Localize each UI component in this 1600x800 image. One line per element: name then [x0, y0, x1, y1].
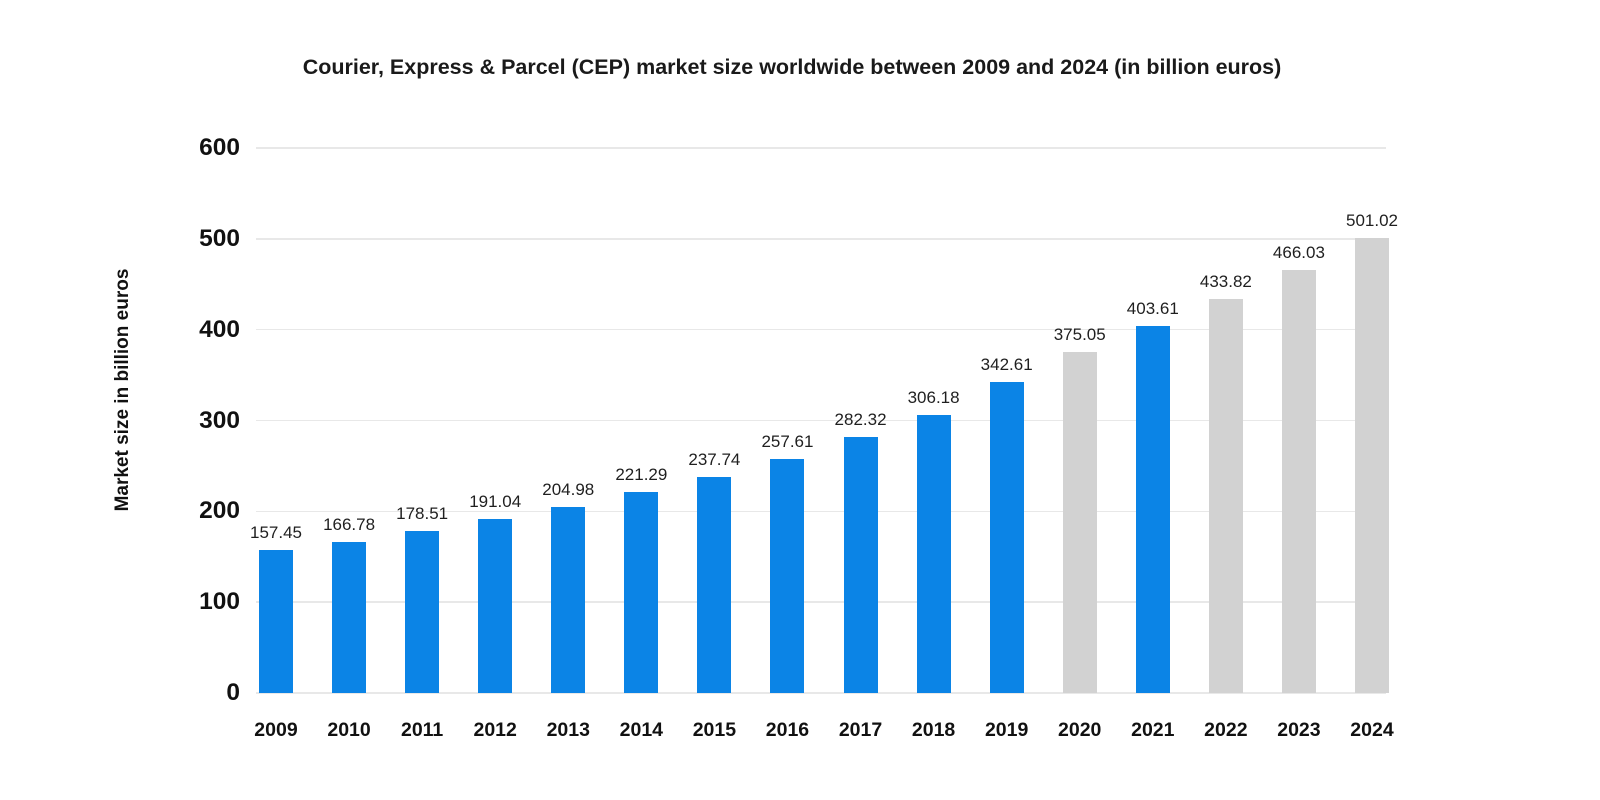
bar-2019: [989, 381, 1024, 693]
bar-2022: [1208, 298, 1243, 693]
y-tick-label-500: 500: [199, 224, 240, 252]
bar-2010: [332, 541, 367, 693]
x-tick-label-2009: 2009: [254, 719, 298, 741]
gridline-100: [256, 601, 1386, 603]
gridline-400: [256, 328, 1386, 331]
value-label-2009: 157.45: [250, 522, 302, 542]
x-tick-label-2018: 2018: [911, 719, 956, 741]
y-tick-label-200: 200: [199, 497, 240, 525]
y-tick-label-100: 100: [199, 588, 240, 616]
y-tick-label-300: 300: [199, 406, 240, 434]
value-label-2013: 204.98: [542, 479, 595, 499]
bar-2016: [770, 459, 805, 693]
x-tick-label-2020: 2020: [1058, 719, 1102, 741]
x-tick-label-2017: 2017: [838, 719, 883, 741]
x-tick-label-2023: 2023: [1277, 719, 1321, 741]
gridline-200: [256, 510, 1386, 513]
gridline-0: [256, 692, 1386, 694]
value-label-2019: 342.61: [980, 354, 1033, 374]
y-tick-label-600: 600: [199, 134, 240, 161]
value-label-2015: 237.74: [688, 450, 741, 470]
bar-2014: [624, 491, 659, 693]
value-label-2023: 466.03: [1272, 242, 1325, 262]
bar-2017: [843, 436, 878, 693]
x-tick-label-2012: 2012: [473, 719, 517, 741]
y-axis-title: Market size in billion euros: [112, 268, 133, 512]
bar-2021: [1135, 326, 1170, 693]
x-tick-label-2010: 2010: [327, 719, 371, 741]
x-tick-label-2016: 2016: [765, 719, 810, 741]
bar-2024: [1355, 237, 1389, 693]
value-label-2012: 191.04: [469, 492, 522, 512]
x-tick-label-2015: 2015: [692, 719, 737, 741]
y-tick-label-400: 400: [199, 315, 240, 343]
value-label-2022: 433.82: [1199, 271, 1252, 291]
x-tick-label-2014: 2014: [619, 719, 664, 741]
x-tick-label-2021: 2021: [1131, 719, 1175, 741]
bar-2011: [405, 530, 440, 693]
x-tick-label-2013: 2013: [546, 719, 590, 741]
value-label-2017: 282.32: [834, 409, 887, 429]
y-tick-label-0: 0: [226, 679, 240, 706]
bar-2018: [916, 414, 951, 693]
bar-2012: [478, 519, 513, 693]
value-label-2014: 221.29: [615, 464, 668, 484]
bar-2020: [1062, 352, 1097, 693]
value-label-2024: 501.02: [1346, 210, 1398, 230]
value-label-2011: 178.51: [396, 503, 449, 523]
value-label-2010: 166.78: [323, 514, 376, 534]
x-tick-label-2011: 2011: [400, 719, 444, 741]
gridline-500: [256, 238, 1386, 240]
gridline-300: [256, 419, 1386, 422]
value-label-2016: 257.61: [761, 432, 814, 451]
value-label-2021: 403.61: [1126, 299, 1179, 319]
value-label-2020: 375.05: [1053, 325, 1106, 345]
x-tick-label-2019: 2019: [984, 719, 1029, 741]
bar-2015: [697, 477, 732, 693]
x-tick-label-2024: 2024: [1350, 719, 1394, 741]
chart-title: Courier, Express & Parcel (CEP) market s…: [302, 55, 1282, 79]
bar-2013: [551, 506, 586, 693]
value-label-2018: 306.18: [907, 387, 960, 407]
bar-2023: [1281, 269, 1316, 693]
x-tick-label-2022: 2022: [1204, 719, 1248, 741]
bar-2009: [259, 549, 293, 693]
gridline-600: [256, 147, 1386, 149]
